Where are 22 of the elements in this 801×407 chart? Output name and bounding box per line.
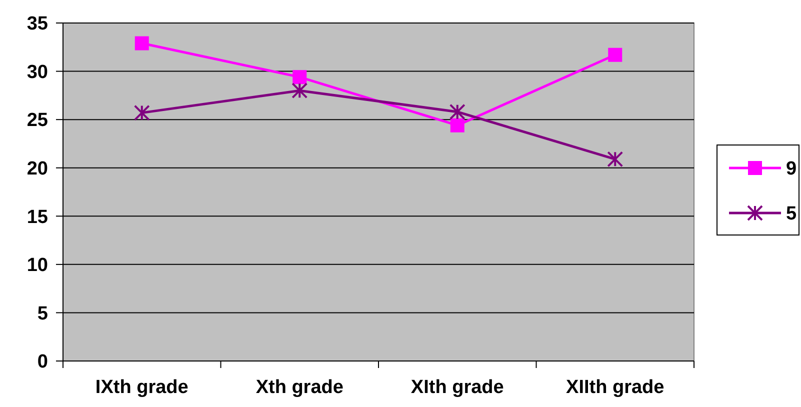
x-tick-label: Xth grade bbox=[256, 377, 344, 398]
point bbox=[450, 118, 464, 132]
y-tick-label: 35 bbox=[26, 14, 48, 35]
legend-label: 5 bbox=[786, 204, 797, 225]
y-tick-label: 20 bbox=[26, 158, 48, 180]
point bbox=[292, 70, 307, 84]
y-tick-label: 5 bbox=[37, 303, 48, 324]
point bbox=[292, 82, 308, 99]
point bbox=[607, 151, 624, 168]
y-tick-label: 15 bbox=[26, 206, 48, 228]
point bbox=[134, 36, 149, 50]
y-tick-label: 10 bbox=[26, 255, 48, 276]
point bbox=[449, 104, 466, 120]
point bbox=[608, 48, 622, 62]
y-tick-label: 30 bbox=[26, 62, 48, 83]
x-tick-label: IXth grade bbox=[95, 377, 188, 398]
x-tick-label: XIth grade bbox=[410, 377, 504, 398]
point bbox=[134, 104, 150, 121]
legend-label: 9 bbox=[786, 158, 797, 180]
x-tick-label: XIIth grade bbox=[566, 377, 664, 398]
y-tick-label: 25 bbox=[26, 110, 48, 132]
y-tick-label: 0 bbox=[37, 352, 48, 373]
